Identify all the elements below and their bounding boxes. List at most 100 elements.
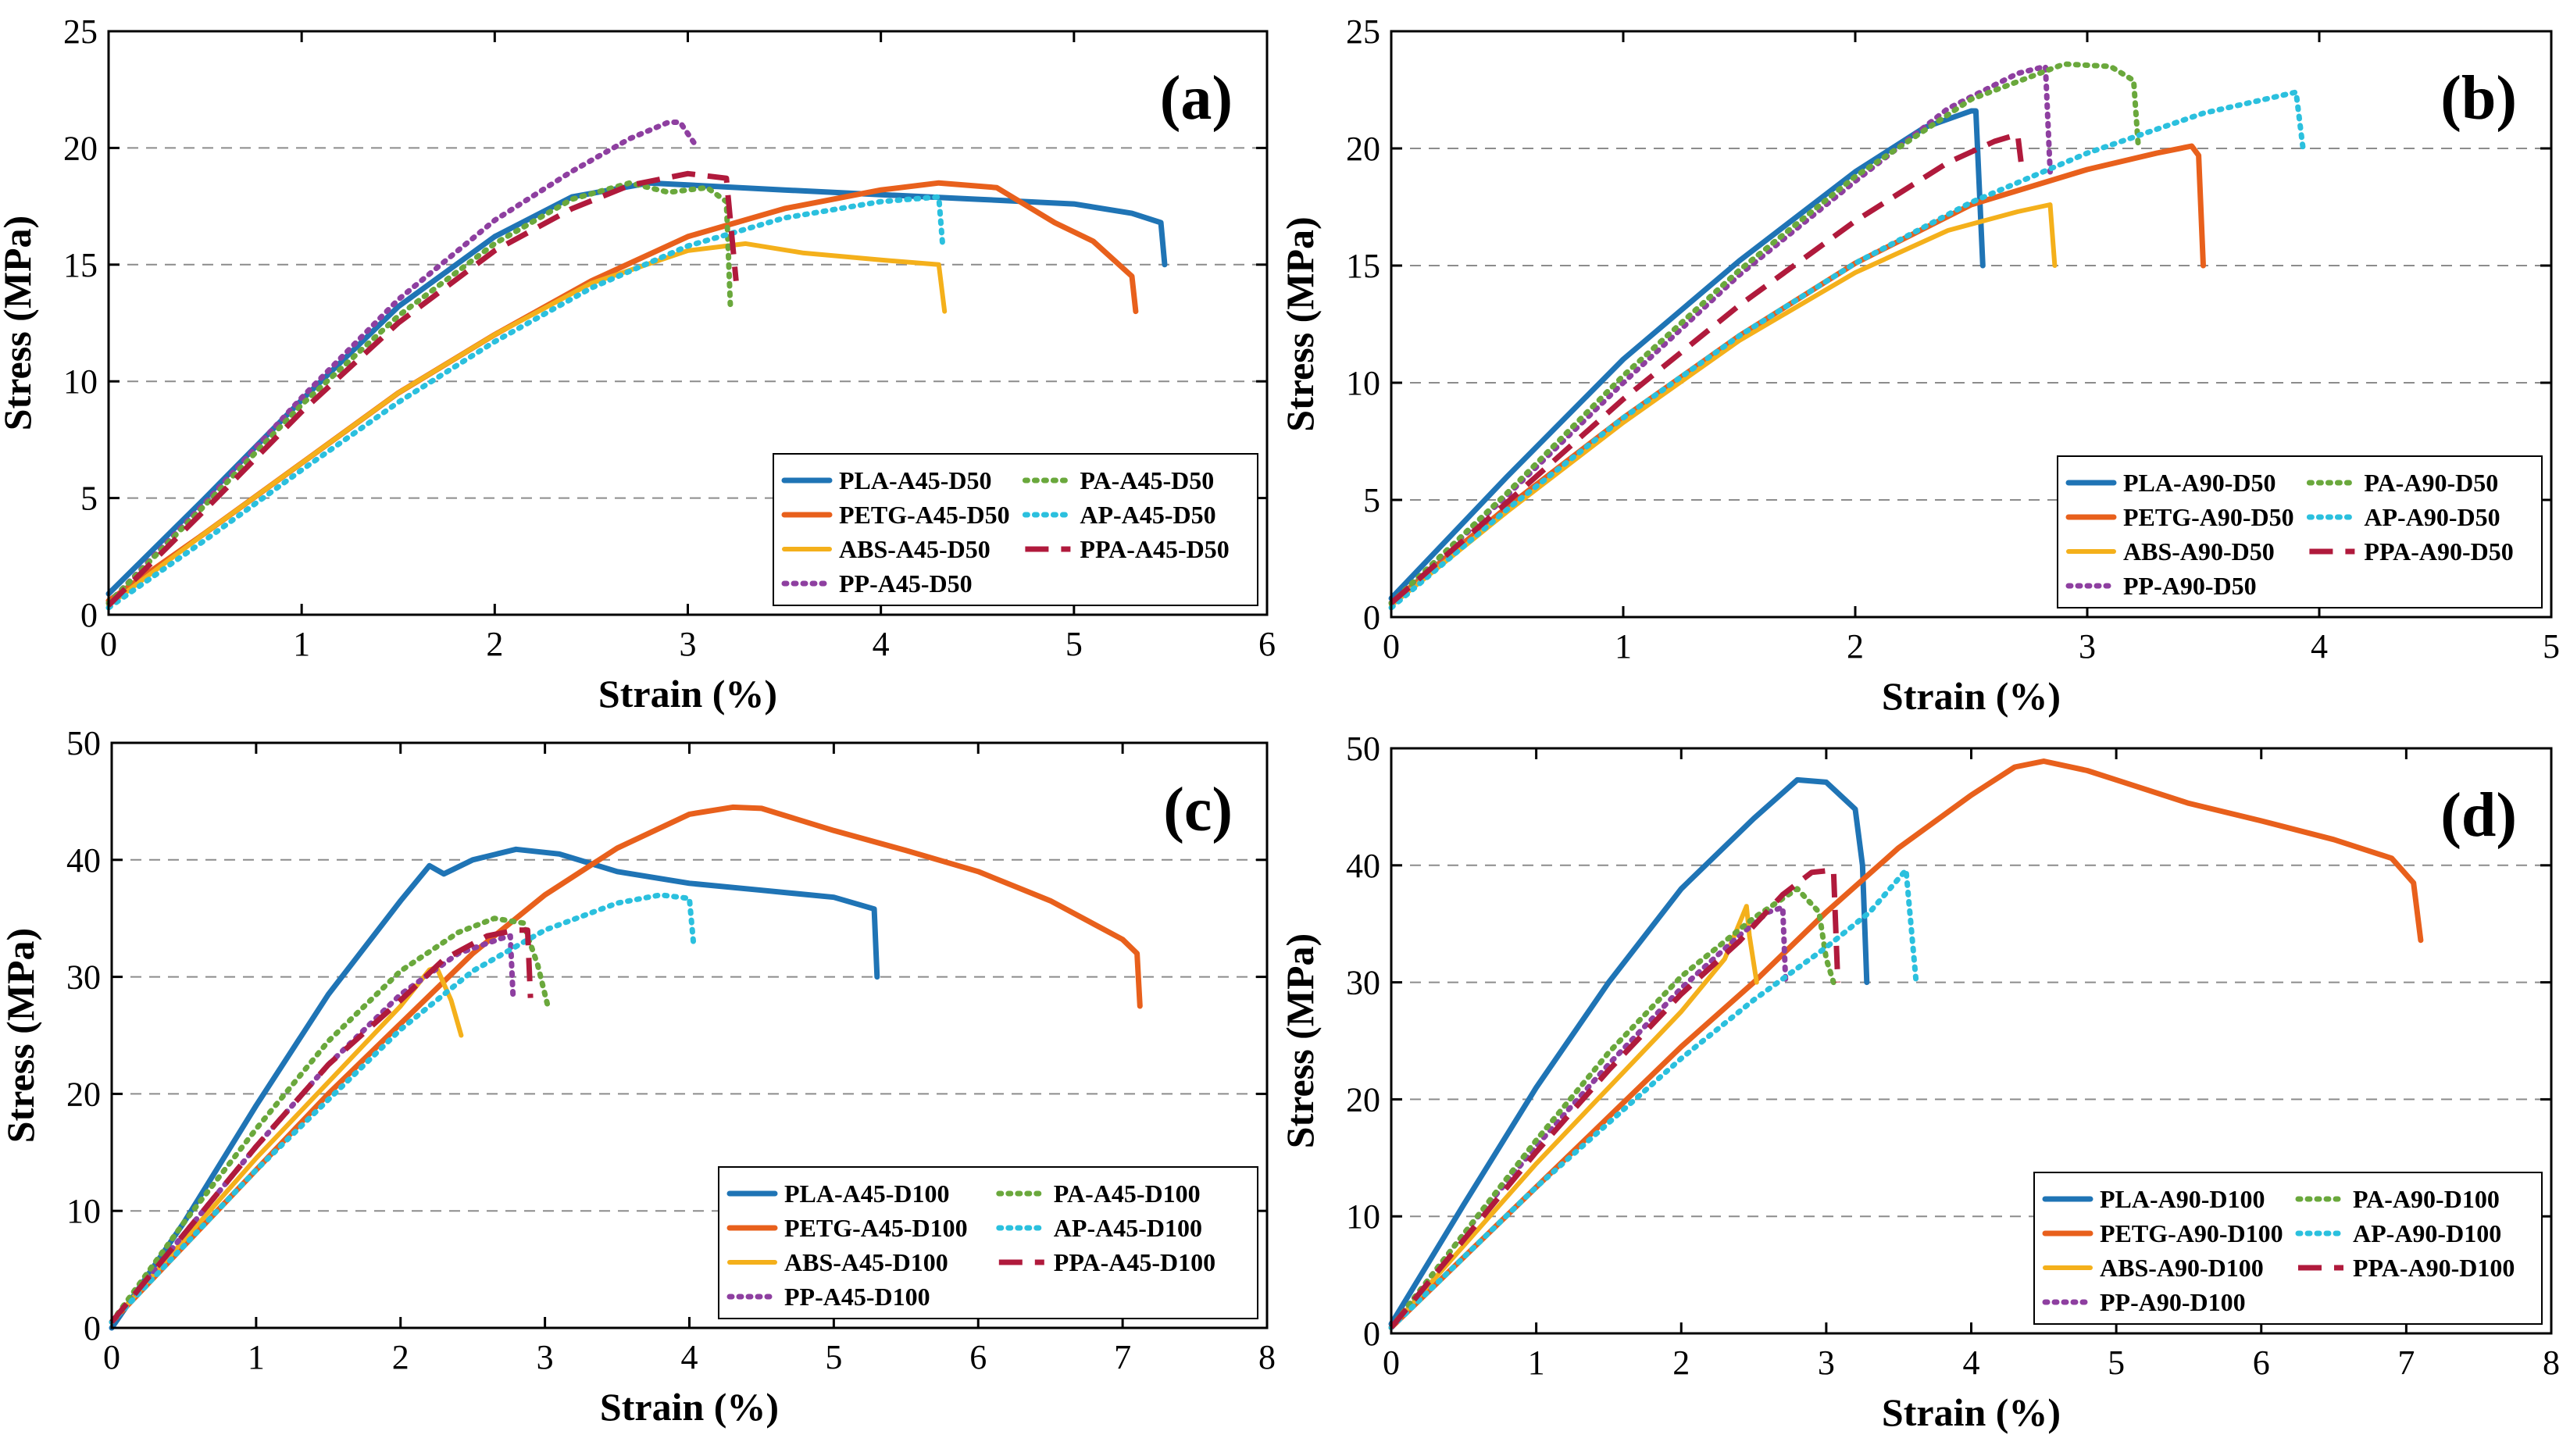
- x-tick-label: 5: [1065, 625, 1083, 663]
- series-line-ap-a45-d100: [109, 892, 697, 1325]
- x-tick-label: 2: [1672, 1344, 1690, 1382]
- x-axis-title: Strain (%): [1882, 1390, 2061, 1434]
- series-line-petg-a90-d100: [1388, 758, 2424, 1330]
- x-tick-label: 5: [825, 1338, 842, 1376]
- series-line-pla-a90-d50: [1388, 108, 1986, 601]
- x-tick-label: 5: [2108, 1344, 2125, 1382]
- x-tick-label: 4: [681, 1338, 698, 1376]
- y-axis-title: Stress (MPa): [0, 928, 42, 1143]
- series-line-pp-a90-d100: [1388, 905, 1789, 1330]
- legend: PLA-A45-D100 PA-A45-D100 PETG-A45-D100 AP-A…: [718, 1166, 1258, 1319]
- x-tick-label: 0: [100, 625, 117, 663]
- x-tick-label: 3: [680, 625, 697, 663]
- legend-box: [2057, 455, 2543, 608]
- y-tick-label: 30: [66, 958, 101, 997]
- legend-label: PA-A45-D50: [1080, 466, 1214, 494]
- y-tick-label: 20: [1346, 130, 1380, 168]
- legend-label: AP-A45-D100: [1054, 1214, 1202, 1242]
- x-axis-title: Strain (%): [1882, 674, 2061, 718]
- y-tick-label: 25: [1346, 12, 1380, 51]
- legend-label: PLA-A90-D100: [2100, 1185, 2265, 1213]
- x-tick-label: 3: [1818, 1344, 1835, 1382]
- x-tick-label: 0: [1383, 1344, 1400, 1382]
- legend-label: PLA-A45-D50: [839, 466, 992, 494]
- x-tick-label: 6: [969, 1338, 987, 1376]
- x-tick-label: 6: [1258, 625, 1276, 663]
- legend-box: [2033, 1172, 2543, 1325]
- legend-label: PLA-A45-D100: [784, 1179, 950, 1208]
- legend-label: PP-A45-D50: [839, 569, 973, 598]
- y-axis-title: Stress (MPa): [1278, 216, 1322, 431]
- y-axis-title: Stress (MPa): [0, 216, 39, 430]
- x-tick-label: 7: [1114, 1338, 1131, 1376]
- x-tick-label: 0: [1383, 627, 1400, 666]
- legend: PLA-A90-D100 PA-A90-D100 PETG-A90-D100 AP-A…: [2033, 1172, 2543, 1325]
- chart-panel-b: 0 1 2 3 4 5 0 5 10 15 20 25 Strain (%) Stress (MPa) (b…: [1278, 12, 2560, 718]
- x-tick-label: 2: [392, 1338, 409, 1376]
- legend-label: PA-A90-D50: [2364, 469, 2498, 497]
- y-tick-label: 20: [63, 129, 98, 167]
- x-tick-label: 8: [1258, 1338, 1276, 1376]
- legend-label: ABS-A45-D50: [839, 535, 991, 563]
- legend-label: PETG-A45-D50: [839, 501, 1010, 529]
- y-tick-label: 5: [80, 480, 98, 518]
- legend-label: PPA-A45-D50: [1080, 535, 1229, 563]
- legend-label: PP-A45-D100: [784, 1283, 930, 1311]
- y-axis-title: Stress (MPa): [1278, 933, 1322, 1148]
- legend-label: ABS-A90-D100: [2100, 1254, 2264, 1282]
- y-tick-label: 10: [66, 1192, 101, 1230]
- y-tick-label: 0: [80, 596, 98, 634]
- series-line-petg-a45-d100: [109, 804, 1143, 1325]
- series-line-pp-a90-d50: [1388, 63, 2053, 606]
- plot-area-frame: [1390, 30, 2553, 619]
- panel-label: (a): [1160, 64, 1233, 133]
- y-tick-label: 10: [63, 362, 98, 401]
- x-tick-label: 0: [103, 1338, 120, 1376]
- x-tick-label: 5: [2543, 627, 2560, 666]
- y-tick-label: 50: [1346, 730, 1380, 768]
- y-tick-label: 15: [1346, 247, 1380, 285]
- legend-label: PA-A45-D100: [1054, 1179, 1201, 1208]
- series-line-pla-a45-d100: [109, 846, 880, 1331]
- y-tick-label: 25: [63, 12, 98, 51]
- legend-label: PETG-A45-D100: [784, 1214, 968, 1242]
- y-tick-label: 15: [63, 246, 98, 284]
- legend-label: AP-A90-D100: [2353, 1219, 2501, 1247]
- series-line-ap-a45-d50: [105, 194, 946, 611]
- legend-label: PPA-A90-D100: [2353, 1254, 2515, 1282]
- series-line-ap-a90-d50: [1388, 89, 2306, 611]
- x-tick-label: 1: [1528, 1344, 1545, 1382]
- y-tick-label: 0: [84, 1309, 101, 1347]
- panel-label: (b): [2440, 64, 2517, 133]
- series-line-pla-a90-d100: [1388, 776, 1870, 1327]
- x-tick-label: 6: [2253, 1344, 2270, 1382]
- legend-label: PPA-A90-D50: [2364, 537, 2513, 566]
- x-tick-label: 1: [293, 625, 310, 663]
- y-tick-label: 20: [66, 1075, 101, 1113]
- x-axis-title: Strain (%): [598, 672, 777, 716]
- legend-label: PETG-A90-D100: [2100, 1219, 2283, 1247]
- series-line-pa-a90-d50: [1388, 61, 2141, 606]
- x-tick-label: 2: [486, 625, 503, 663]
- y-tick-label: 20: [1346, 1080, 1380, 1119]
- panel-label: (d): [2440, 781, 2517, 850]
- legend-box: [718, 1166, 1258, 1319]
- legend-label: PP-A90-D50: [2123, 572, 2257, 600]
- x-tick-label: 4: [2311, 627, 2328, 666]
- y-tick-label: 0: [1363, 1315, 1380, 1353]
- x-tick-label: 2: [1847, 627, 1864, 666]
- x-tick-label: 3: [537, 1338, 554, 1376]
- legend-label: PLA-A90-D50: [2123, 469, 2276, 497]
- legend-label: PP-A90-D100: [2100, 1288, 2246, 1316]
- series-line-pa-a45-d100: [109, 915, 551, 1325]
- x-tick-label: 3: [2079, 627, 2096, 666]
- y-tick-label: 40: [66, 841, 101, 880]
- x-tick-label: 1: [1615, 627, 1632, 666]
- x-tick-label: 4: [1963, 1344, 1980, 1382]
- x-axis-title: Strain (%): [600, 1385, 779, 1429]
- legend: PLA-A90-D50 PA-A90-D50 PETG-A90-D50 AP-A90-…: [2057, 455, 2543, 608]
- legend: PLA-A45-D50 PA-A45-D50 PETG-A45-D50 AP-A45-…: [773, 453, 1258, 606]
- chart-panel-c: 0 1 2 3 4 5 6 7 8 0 10 20 30 40 50 Strain (%) Stress (MP…: [0, 724, 1276, 1429]
- y-tick-label: 50: [66, 724, 101, 762]
